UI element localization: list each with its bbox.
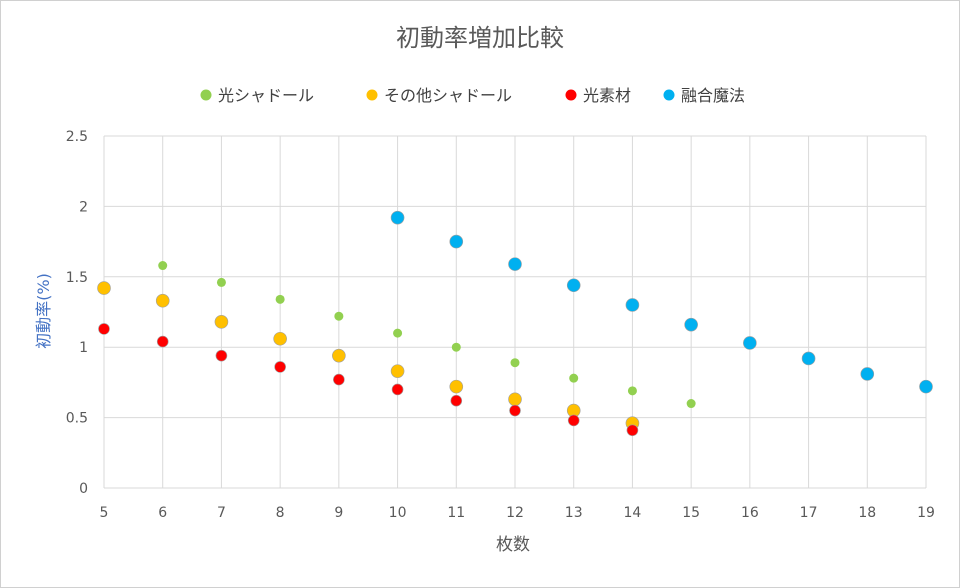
- y-tick-label: 2: [79, 199, 88, 215]
- x-tick-label: 9: [334, 505, 343, 521]
- x-tick-label: 12: [506, 505, 524, 521]
- data-point-series-4: [684, 317, 698, 332]
- x-tick-label: 19: [917, 505, 935, 521]
- x-tick-label: 5: [100, 505, 109, 521]
- legend-label: 融合魔法: [681, 86, 745, 105]
- data-point-series-3: [567, 414, 580, 427]
- data-point-series-2: [214, 315, 229, 329]
- x-tick-label: 14: [624, 505, 642, 521]
- legend-marker: [366, 89, 378, 101]
- data-point-series-1: [393, 328, 403, 338]
- data-point-series-4: [390, 210, 405, 225]
- x-tick-label: 11: [447, 505, 465, 521]
- data-point-series-2: [332, 348, 346, 363]
- x-axis-ticks: 5 6 7 8 9 10 11 12 13 14 15 16 17 18 19: [100, 505, 935, 521]
- data-point-series-1: [627, 386, 637, 396]
- data-point-series-4: [919, 379, 933, 394]
- data-point-series-2: [508, 392, 522, 407]
- data-point-series-2: [155, 293, 170, 308]
- data-point-series-3: [215, 349, 228, 362]
- data-point-series-3: [333, 373, 345, 386]
- y-tick-label: 0: [79, 481, 88, 497]
- data-point-series-1: [451, 342, 461, 352]
- y-tick-label: 2.5: [66, 129, 88, 145]
- data-point-series-3: [450, 394, 463, 407]
- data-point-series-2: [390, 364, 405, 378]
- x-tick-label: 17: [800, 505, 818, 521]
- data-point-series-3: [274, 361, 286, 373]
- data-point-series-3: [391, 383, 404, 396]
- data-point-series-2: [273, 331, 287, 346]
- x-tick-label: 6: [158, 505, 167, 521]
- chart-title: 初動率増加比較: [396, 24, 564, 52]
- legend-marker: [565, 89, 577, 101]
- x-tick-label: 15: [682, 505, 700, 521]
- data-point-series-2: [449, 379, 464, 394]
- data-point-series-4: [566, 278, 581, 293]
- data-point-series-4: [860, 367, 875, 381]
- y-tick-label: 0.5: [66, 411, 88, 427]
- data-point-series-3: [98, 323, 110, 335]
- legend-label: その他シャドール: [384, 86, 512, 105]
- y-tick-label: 1.5: [66, 270, 88, 286]
- data-point-series-1: [275, 294, 285, 304]
- x-tick-label: 13: [565, 505, 583, 521]
- data-point-series-3: [509, 404, 521, 417]
- data-point-series-2: [97, 281, 111, 295]
- legend-marker: [663, 89, 675, 101]
- x-tick-label: 10: [389, 505, 407, 521]
- data-point-series-1: [334, 311, 344, 321]
- x-tick-label: 8: [276, 505, 285, 521]
- y-tick-label: 1: [79, 340, 88, 356]
- y-axis-title: 初動率(%): [34, 273, 53, 349]
- gridlines: [103, 135, 927, 489]
- legend-label: 光シャドール: [218, 86, 314, 105]
- data-point-series-1: [158, 261, 168, 271]
- data-point-series-4: [625, 298, 640, 312]
- data-point-series-4: [743, 336, 757, 350]
- data-point-series-1: [510, 358, 520, 368]
- data-points: [97, 210, 933, 437]
- x-axis-title: 枚数: [496, 535, 530, 555]
- data-point-series-1: [216, 277, 226, 287]
- legend: 光シャドール その他シャドール 光素材 融合魔法: [200, 86, 745, 105]
- y-axis-ticks: 0 0.5 1 1.5 2 2.5: [66, 129, 88, 497]
- data-point-series-3: [156, 335, 169, 348]
- data-point-series-1: [569, 373, 579, 383]
- data-point-series-1: [686, 399, 696, 409]
- data-point-series-4: [449, 234, 464, 249]
- legend-label: 光素材: [583, 86, 631, 105]
- x-tick-label: 7: [217, 505, 226, 521]
- x-tick-label: 16: [741, 505, 759, 521]
- data-point-series-4: [801, 351, 816, 366]
- data-point-series-4: [508, 257, 522, 271]
- data-point-series-3: [626, 424, 639, 437]
- legend-marker: [200, 89, 212, 101]
- x-tick-label: 18: [858, 505, 876, 521]
